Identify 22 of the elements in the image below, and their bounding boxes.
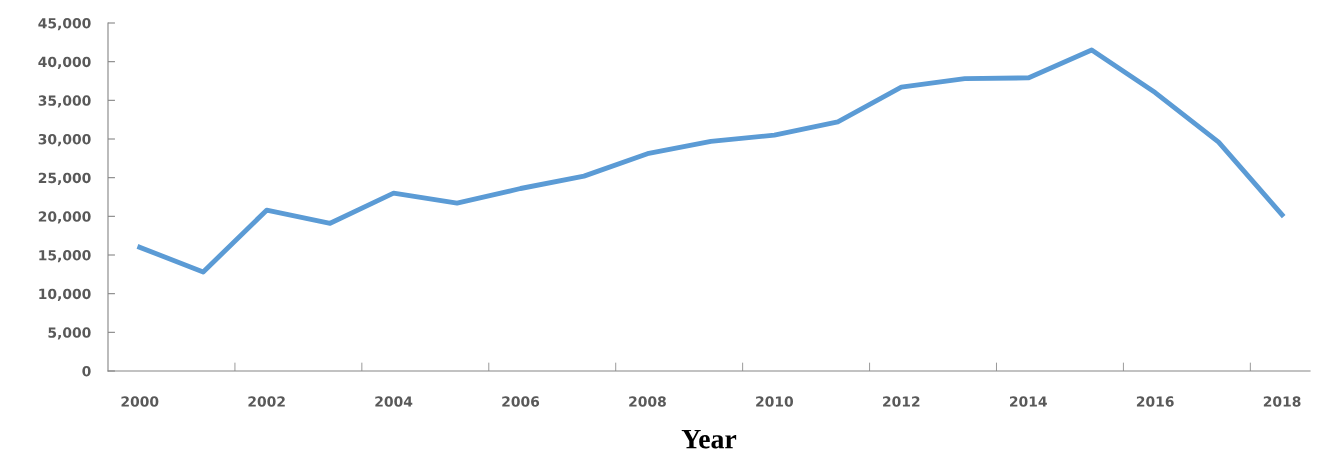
x-tick-label: 2004: [375, 396, 413, 407]
y-tick-label: 30,000: [38, 133, 91, 147]
x-tick-label: 2006: [502, 396, 540, 407]
y-tick-label: 40,000: [38, 56, 91, 69]
x-tick-label: 2016: [1136, 396, 1174, 407]
x-tick-label: 2010: [756, 396, 794, 407]
y-tick-label: 5,000: [48, 327, 91, 340]
y-tick-label: 15,000: [39, 249, 91, 263]
x-tick-label: 2012: [883, 396, 920, 407]
x-tick-label: 2014: [1009, 396, 1047, 407]
y-tick-label: 45,000: [38, 17, 91, 31]
y-tick-label: 25,000: [38, 172, 91, 185]
x-tick-label: 2000: [121, 396, 159, 407]
x-tick-label: 2018: [1263, 396, 1301, 407]
y-tick-label: 10,000: [39, 288, 91, 301]
line-series: [137, 47, 1285, 275]
y-tick-label: 0: [82, 365, 91, 377]
x-tick-label: 2002: [248, 396, 285, 407]
x-tick-label: 2008: [629, 396, 666, 407]
y-tick-label: 20,000: [38, 211, 91, 224]
x-axis-title: Year: [681, 429, 737, 449]
y-tick-label: 35,000: [38, 95, 91, 108]
